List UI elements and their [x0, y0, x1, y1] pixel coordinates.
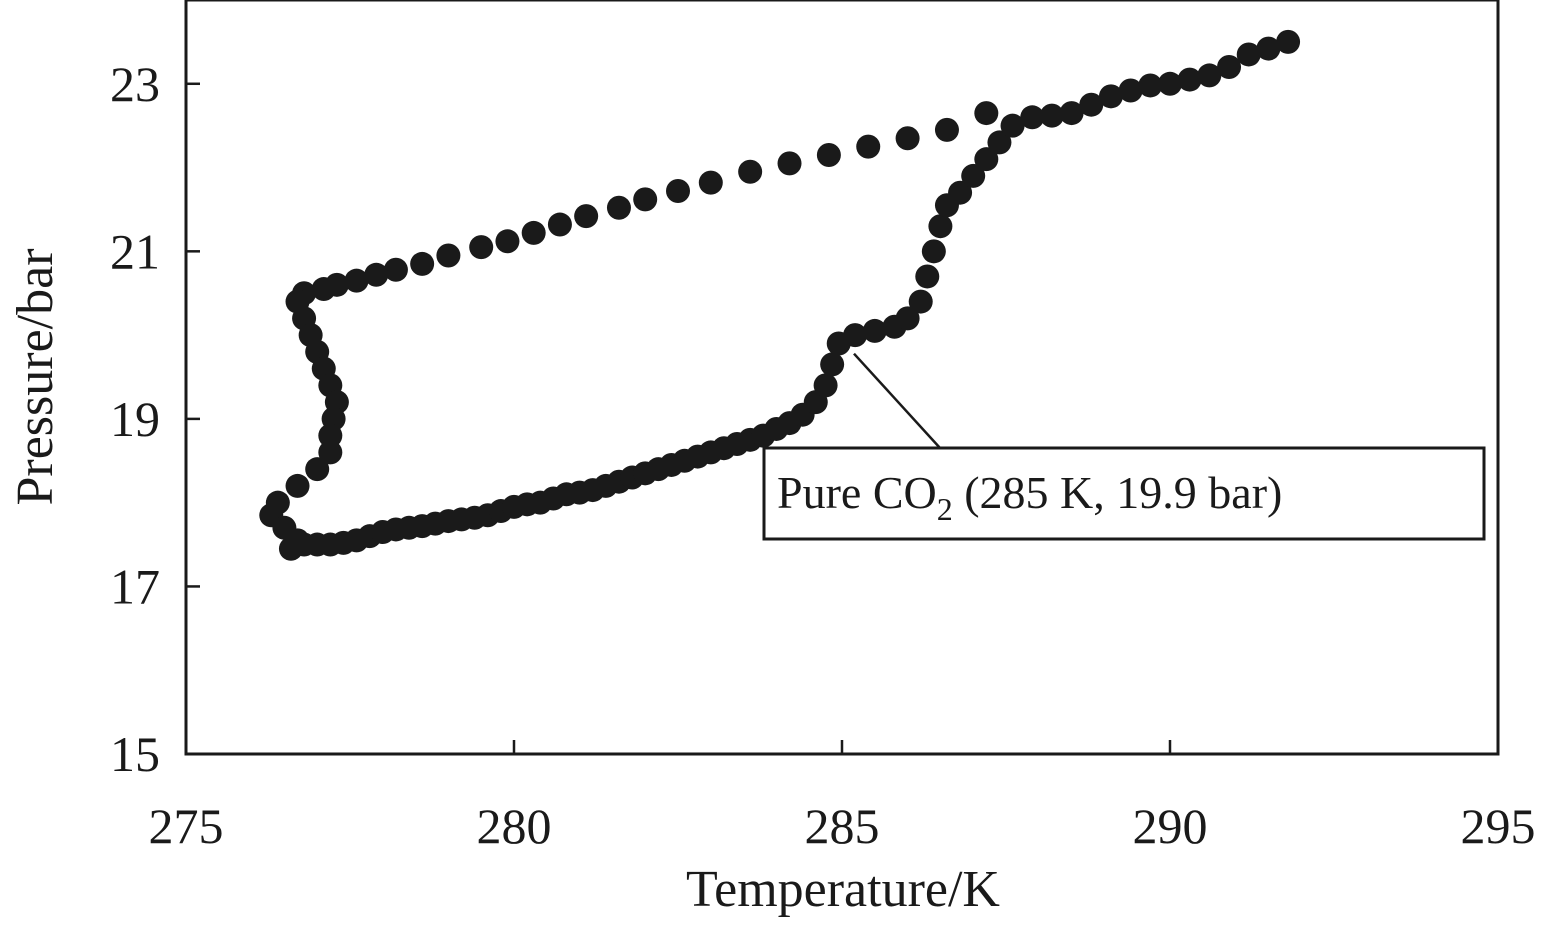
- data-point: [574, 204, 599, 229]
- annotation-box: [762, 446, 1486, 541]
- annotation-prefix: Pure CO: [777, 467, 937, 518]
- x-axis-title: Temperature/K: [686, 861, 1000, 918]
- data-point: [1000, 113, 1025, 138]
- data-point: [1020, 105, 1045, 130]
- data-point: [974, 147, 999, 172]
- data-point: [921, 239, 946, 264]
- x-tick-label: 275: [149, 798, 224, 854]
- annotation-subscript: 2: [937, 491, 953, 527]
- data-point: [915, 264, 940, 289]
- data-point: [816, 142, 841, 167]
- data-point: [862, 318, 887, 343]
- data-point: [318, 423, 343, 448]
- data-point: [344, 268, 369, 293]
- data-point: [1138, 73, 1163, 98]
- y-tick-label: 15: [110, 726, 160, 782]
- y-axis-ticks: 15 17 19 21 23: [110, 56, 200, 782]
- y-tick-label: 17: [110, 558, 160, 614]
- data-point: [1197, 63, 1222, 88]
- y-tick-label: 21: [110, 223, 160, 279]
- data-point: [364, 262, 389, 287]
- data-point: [521, 220, 546, 245]
- data-point: [1158, 71, 1182, 96]
- data-point: [777, 151, 802, 176]
- x-tick-label: 280: [477, 798, 552, 854]
- data-point: [285, 528, 310, 553]
- data-point: [928, 214, 953, 239]
- data-point: [469, 235, 494, 260]
- x-axis-ticks: 275 280 285 290 295: [149, 740, 1536, 854]
- data-point: [820, 352, 845, 377]
- data-point: [1236, 42, 1261, 67]
- data-point: [1098, 84, 1123, 109]
- data-point: [1276, 29, 1301, 54]
- data-point: [895, 126, 920, 151]
- data-point: [1217, 55, 1242, 80]
- x-tick-label: 285: [805, 798, 880, 854]
- data-point: [961, 163, 986, 188]
- data-point: [1059, 101, 1084, 126]
- data-point: [666, 179, 690, 204]
- data-point: [1177, 67, 1202, 92]
- data-point: [311, 277, 336, 302]
- data-point: [436, 243, 461, 268]
- data-point: [908, 289, 933, 314]
- data-point: [738, 159, 763, 184]
- plot-frame: [184, 0, 1500, 756]
- annotation-suffix: (285 K, 19.9 bar): [953, 467, 1283, 518]
- data-point: [305, 457, 330, 482]
- data-point: [410, 251, 435, 276]
- data-point: [1079, 92, 1104, 117]
- data-point: [606, 195, 631, 220]
- x-tick-label: 290: [1133, 798, 1208, 854]
- data-point: [974, 101, 999, 126]
- data-point: [1039, 103, 1064, 128]
- data-point: [1118, 78, 1143, 103]
- data-point: [383, 257, 408, 282]
- y-tick-label: 19: [110, 391, 160, 447]
- data-point: [843, 323, 868, 348]
- data-point: [698, 170, 723, 195]
- annotation-label: Pure CO2 (285 K, 19.9 bar): [777, 467, 1282, 527]
- data-points-layer: [259, 29, 1301, 561]
- y-axis-title: Pressure/bar: [7, 248, 64, 505]
- data-point: [1256, 36, 1281, 61]
- data-point: [633, 187, 658, 212]
- data-point: [856, 134, 881, 159]
- data-point: [318, 440, 343, 465]
- data-point: [987, 130, 1012, 155]
- data-point: [495, 229, 520, 254]
- data-point: [948, 180, 973, 205]
- data-point: [934, 117, 959, 142]
- data-point: [285, 473, 310, 498]
- data-point: [547, 212, 572, 237]
- y-tick-label: 23: [110, 56, 160, 112]
- x-tick-label: 295: [1461, 798, 1536, 854]
- data-point: [813, 373, 838, 398]
- annotation-leader-line: [853, 352, 941, 449]
- data-point: [895, 306, 920, 331]
